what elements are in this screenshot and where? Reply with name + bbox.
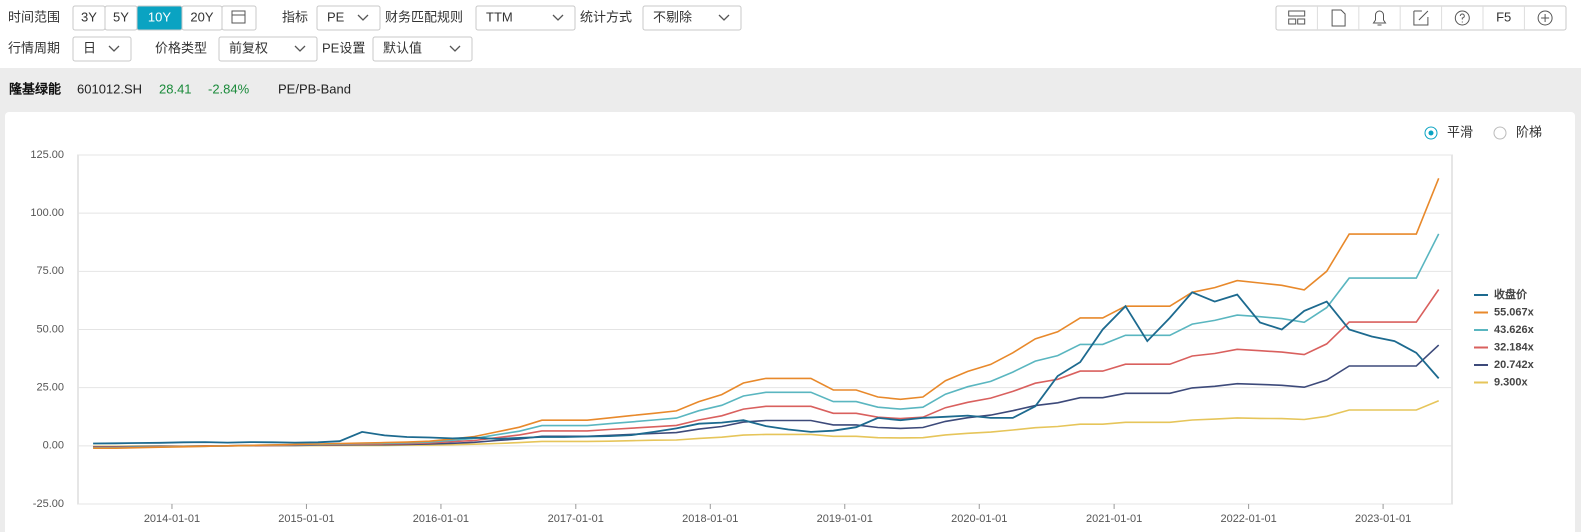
- y-tick-label: -25.00: [33, 498, 64, 510]
- label: 价格类型: [155, 40, 207, 55]
- time-button-label: 5Y: [113, 9, 129, 24]
- help-icon[interactable]: [1454, 10, 1470, 26]
- stock-change: -2.84%: [208, 81, 250, 96]
- y-tick-label: 125.00: [30, 149, 64, 161]
- chevron: [449, 45, 461, 52]
- stat-select-value: 不剔除: [653, 9, 692, 24]
- radio-dot: [1428, 130, 1434, 136]
- chevron: [357, 14, 369, 21]
- legend-label: 收盘价: [1494, 287, 1528, 301]
- time-button-label: 3Y: [81, 9, 97, 24]
- match-select[interactable]: [475, 5, 576, 31]
- x-tick-label: 2020-01-01: [951, 513, 1007, 525]
- x-tick-label: 2023-01-01: [1355, 513, 1411, 525]
- chevron: [718, 14, 730, 21]
- x-tick-label: 2019-01-01: [817, 513, 873, 525]
- radio-label: 阶梯: [1516, 124, 1542, 139]
- radio[interactable]: [1493, 126, 1507, 140]
- x-tick-label: 2018-01-01: [682, 513, 738, 525]
- layout-icon[interactable]: [1288, 10, 1306, 25]
- legend-label: 20.742x: [1494, 359, 1535, 371]
- legend-label: 55.067x: [1494, 306, 1535, 318]
- x-tick-label: 2021-01-01: [1086, 513, 1142, 525]
- stock-price: 28.41: [159, 81, 192, 96]
- calendar-button[interactable]: [221, 5, 257, 31]
- period-select[interactable]: [72, 36, 132, 62]
- indicator-select[interactable]: [316, 5, 381, 31]
- price-type-select-value: 前复权: [229, 40, 268, 55]
- series-line: [93, 291, 1440, 445]
- y-tick-label: 25.00: [36, 382, 64, 394]
- pe-select[interactable]: [372, 36, 473, 62]
- chevron: [552, 14, 564, 21]
- y-tick-label: 0.00: [43, 440, 64, 452]
- x-tick-label: 2017-01-01: [548, 513, 604, 525]
- chart-panel: [5, 112, 1575, 532]
- tool-name: PE/PB-Band: [278, 81, 351, 96]
- label: 行情周期: [8, 40, 60, 55]
- chevron: [108, 45, 120, 52]
- stock-code: 601012.SH: [77, 81, 142, 96]
- help-mark: [1459, 13, 1465, 23]
- time-button-label: 10Y: [148, 9, 171, 24]
- calendar-icon: [231, 10, 246, 24]
- x-tick-label: 2022-01-01: [1220, 513, 1276, 525]
- edit-icon[interactable]: [1413, 10, 1429, 26]
- refresh-button: F5: [1496, 9, 1511, 24]
- label: PE设置: [322, 40, 365, 55]
- export-icon[interactable]: [1331, 9, 1346, 27]
- legend-label: 43.626x: [1494, 324, 1535, 336]
- x-tick-label: 2015-01-01: [278, 513, 334, 525]
- match-select-value: TTM: [486, 9, 513, 24]
- label: 指标: [282, 9, 308, 24]
- period-select-value: 日: [83, 40, 96, 55]
- stat-select[interactable]: [642, 5, 742, 31]
- label: 财务匹配规则: [385, 9, 463, 24]
- bell-icon[interactable]: [1372, 10, 1387, 26]
- series-line: [93, 178, 1440, 449]
- chevron: [294, 45, 306, 52]
- price-type-select[interactable]: [218, 36, 318, 62]
- legend-label: 9.300x: [1494, 376, 1529, 388]
- y-tick-label: 75.00: [36, 265, 64, 277]
- pe-select-value: 默认值: [383, 40, 422, 55]
- x-tick-label: 2016-01-01: [413, 513, 469, 525]
- add-icon[interactable]: [1537, 10, 1553, 26]
- x-tick-label: 2014-01-01: [144, 513, 200, 525]
- label: 统计方式: [580, 9, 632, 24]
- radio-label: 平滑: [1447, 124, 1473, 139]
- time-button-label: 20Y: [190, 9, 213, 24]
- legend-label: 32.184x: [1494, 341, 1535, 353]
- y-tick-label: 50.00: [36, 323, 64, 335]
- add-mark: [1541, 14, 1550, 22]
- label: 时间范围: [8, 9, 60, 24]
- y-tick-label: 100.00: [30, 207, 64, 219]
- indicator-select-value: PE: [327, 9, 345, 24]
- stock-name: 隆基绿能: [9, 81, 61, 96]
